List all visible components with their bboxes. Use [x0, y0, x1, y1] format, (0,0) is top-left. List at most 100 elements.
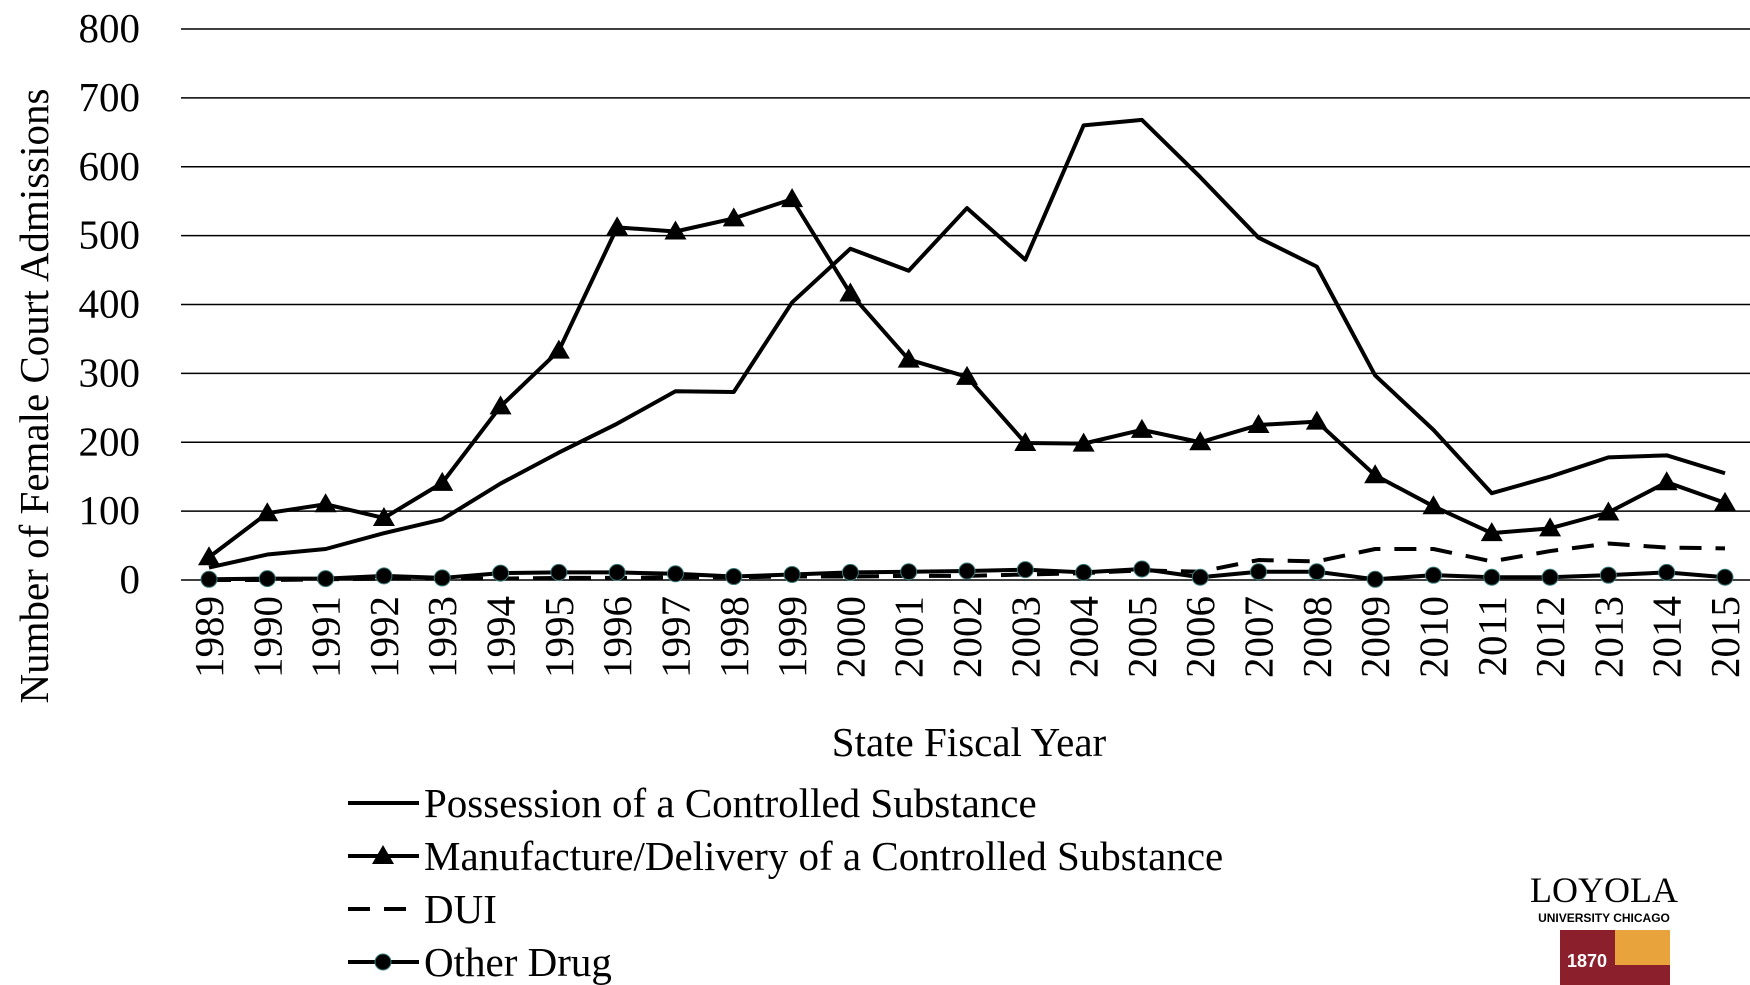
marker [722, 207, 745, 227]
marker [1191, 568, 1209, 586]
x-tick-label: 2001 [886, 596, 932, 678]
y-tick-label: 100 [79, 487, 141, 533]
y-tick-label: 700 [79, 74, 141, 120]
marker [1075, 563, 1093, 581]
marker [781, 188, 804, 208]
legend-label: Manufacture/Delivery of a Controlled Sub… [424, 833, 1223, 879]
legend-label: Possession of a Controlled Substance [424, 780, 1037, 826]
x-tick-label: 2007 [1236, 596, 1282, 678]
marker [433, 569, 451, 587]
y-tick-label: 800 [79, 5, 141, 51]
marker [666, 565, 684, 583]
marker [372, 507, 395, 527]
marker [492, 564, 510, 582]
legend-marker [372, 845, 394, 864]
marker [1130, 418, 1153, 438]
marker [897, 348, 920, 368]
x-tick-label: 1997 [652, 596, 698, 678]
marker [1424, 566, 1442, 584]
marker [1072, 432, 1095, 452]
x-tick-label: 2012 [1527, 596, 1573, 678]
x-tick-label: 2006 [1177, 596, 1223, 678]
legend-marker [374, 953, 392, 971]
x-tick-label: 1992 [361, 596, 407, 678]
marker [1366, 570, 1384, 588]
marker [1247, 414, 1270, 434]
x-tick-label: 2000 [827, 596, 873, 678]
y-tick-label: 200 [79, 418, 141, 464]
logo-stripe [1615, 930, 1670, 965]
marker [1597, 501, 1620, 521]
x-tick-label: 1993 [419, 596, 465, 678]
logo: LOYOLA UNIVERSITY CHICAGO 1870 [1530, 870, 1678, 985]
y-axis-title: Number of Female Court Admissions [11, 89, 57, 704]
y-tick-label: 600 [79, 143, 141, 189]
marker [1308, 563, 1326, 581]
series-line [208, 117, 1726, 570]
marker [958, 562, 976, 580]
marker [1250, 563, 1268, 581]
x-tick-label: 1991 [303, 596, 349, 678]
marker [1305, 410, 1328, 430]
x-tick-label: 2009 [1352, 596, 1398, 678]
marker [608, 563, 626, 581]
marker [606, 216, 629, 236]
x-tick-label: 2010 [1410, 596, 1456, 678]
marker [1714, 491, 1736, 511]
x-tick-label: 2013 [1585, 596, 1631, 678]
marker [200, 570, 218, 588]
marker [1483, 568, 1501, 586]
marker [1716, 568, 1734, 586]
marker [841, 563, 859, 581]
x-tick-label: 1996 [594, 596, 640, 678]
marker [1189, 431, 1212, 451]
x-tick-label: 2015 [1702, 596, 1748, 678]
y-tick-label: 500 [79, 212, 141, 258]
marker [198, 546, 220, 566]
marker [1658, 563, 1676, 581]
marker [956, 365, 978, 385]
x-tick-label: 2008 [1294, 596, 1340, 678]
x-axis-title: State Fiscal Year [832, 719, 1107, 765]
marker [1422, 495, 1445, 515]
marker [550, 563, 568, 581]
marker [783, 565, 801, 583]
x-tick-label: 1994 [478, 596, 524, 678]
x-tick-label: 2004 [1061, 596, 1107, 678]
marker [431, 471, 454, 491]
marker [317, 570, 335, 588]
logo-name: LOYOLA [1530, 870, 1678, 910]
marker [1541, 568, 1559, 586]
y-tick-label: 300 [79, 349, 141, 395]
x-tick-label: 1999 [769, 596, 815, 678]
marker [1480, 522, 1503, 542]
marker [1016, 561, 1034, 579]
marker [314, 493, 337, 513]
marker [1364, 464, 1387, 484]
x-tick-label: 2002 [944, 596, 990, 678]
marker [375, 567, 393, 585]
logo-year: 1870 [1567, 951, 1607, 971]
y-tick-label: 0 [120, 556, 141, 602]
legend-label: DUI [424, 886, 497, 932]
marker [839, 282, 862, 302]
x-tick-label: 2005 [1119, 596, 1165, 678]
x-tick-label: 1995 [536, 596, 582, 678]
x-tick-label: 1989 [186, 596, 232, 678]
x-tick-label: 1990 [244, 596, 290, 678]
y-tick-label: 400 [79, 281, 141, 327]
marker [1599, 566, 1617, 584]
marker [256, 502, 279, 522]
logo-subtitle: UNIVERSITY CHICAGO [1538, 911, 1670, 925]
marker [489, 395, 512, 415]
marker [900, 563, 918, 581]
marker [664, 220, 687, 240]
legend-label: Other Drug [424, 939, 612, 985]
marker [1655, 471, 1678, 491]
x-tick-label: 2011 [1469, 596, 1515, 676]
marker [1014, 431, 1037, 451]
marker [1133, 560, 1151, 578]
x-tick-label: 2014 [1644, 596, 1690, 678]
marker [725, 568, 743, 586]
